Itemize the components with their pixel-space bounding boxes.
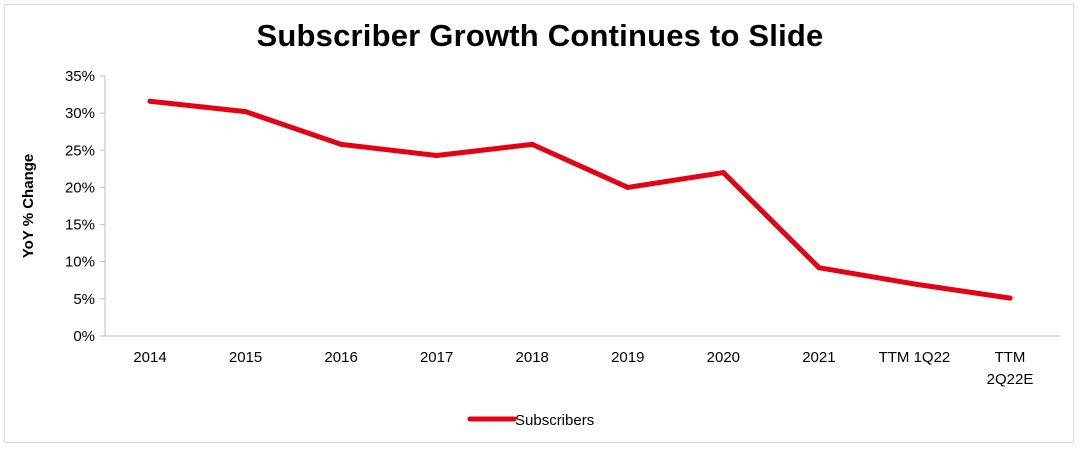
data-point [434, 152, 440, 158]
data-point [529, 141, 535, 147]
x-tick-label-line: 2020 [707, 349, 740, 366]
x-tick-label-line: 2018 [516, 349, 549, 366]
y-axis-title: YoY % Change [20, 154, 37, 258]
x-axis: 2014 2015 2016 2017 2018 2019 2020 2021 TTM 1Q22… [105, 335, 1060, 388]
legend-label: Subscribers [515, 412, 594, 429]
x-tick-label: 2014 [133, 349, 166, 366]
x-tick-label: 2019 [611, 349, 644, 366]
y-tick-label: 5% [73, 291, 95, 308]
x-tick-label-line: 2016 [324, 349, 357, 366]
data-point [1007, 295, 1013, 301]
legend: Subscribers [467, 412, 594, 429]
series-line-subscribers [147, 98, 1013, 301]
x-tick-label-line: 2014 [133, 349, 166, 366]
x-tick-label-line: TTM [995, 349, 1026, 366]
x-tick-label-line: 2017 [420, 349, 453, 366]
data-point [243, 109, 249, 115]
y-tick-label: 30% [65, 105, 95, 122]
plot-area [147, 98, 1013, 301]
data-point [338, 141, 344, 147]
chart-title: Subscriber Growth Continues to Slide [256, 18, 824, 53]
y-tick-label: 15% [65, 217, 95, 234]
x-tick-label: 2018 [516, 349, 549, 366]
chart-frame [4, 4, 1074, 443]
data-point [147, 98, 153, 104]
data-point [816, 265, 822, 271]
x-tick-label-line: 2Q22E [987, 371, 1034, 388]
x-tick-label-line: 2019 [611, 349, 644, 366]
x-tick-label-line: 2015 [229, 349, 262, 366]
x-tick-label: 2017 [420, 349, 453, 366]
x-tick-label-line: 2021 [802, 349, 835, 366]
x-tick-label: TTM 1Q22 [879, 349, 951, 366]
x-tick-label: TTM 2Q22E [987, 349, 1034, 388]
data-point [625, 184, 631, 190]
x-tick-label: 2016 [324, 349, 357, 366]
x-tick-label: 2015 [229, 349, 262, 366]
y-tick-label: 0% [73, 328, 95, 345]
data-point [911, 281, 917, 287]
y-tick-label: 35% [65, 68, 95, 85]
y-axis: 0% 5% 10% 15% 20% 25% 30% 35% [65, 68, 106, 345]
y-tick-label: 25% [65, 142, 95, 159]
y-tick-label: 20% [65, 179, 95, 196]
data-point [720, 170, 726, 176]
y-tick-label: 10% [65, 254, 95, 271]
x-tick-label: 2020 [707, 349, 740, 366]
x-tick-label-line: TTM 1Q22 [879, 349, 951, 366]
x-tick-label: 2021 [802, 349, 835, 366]
